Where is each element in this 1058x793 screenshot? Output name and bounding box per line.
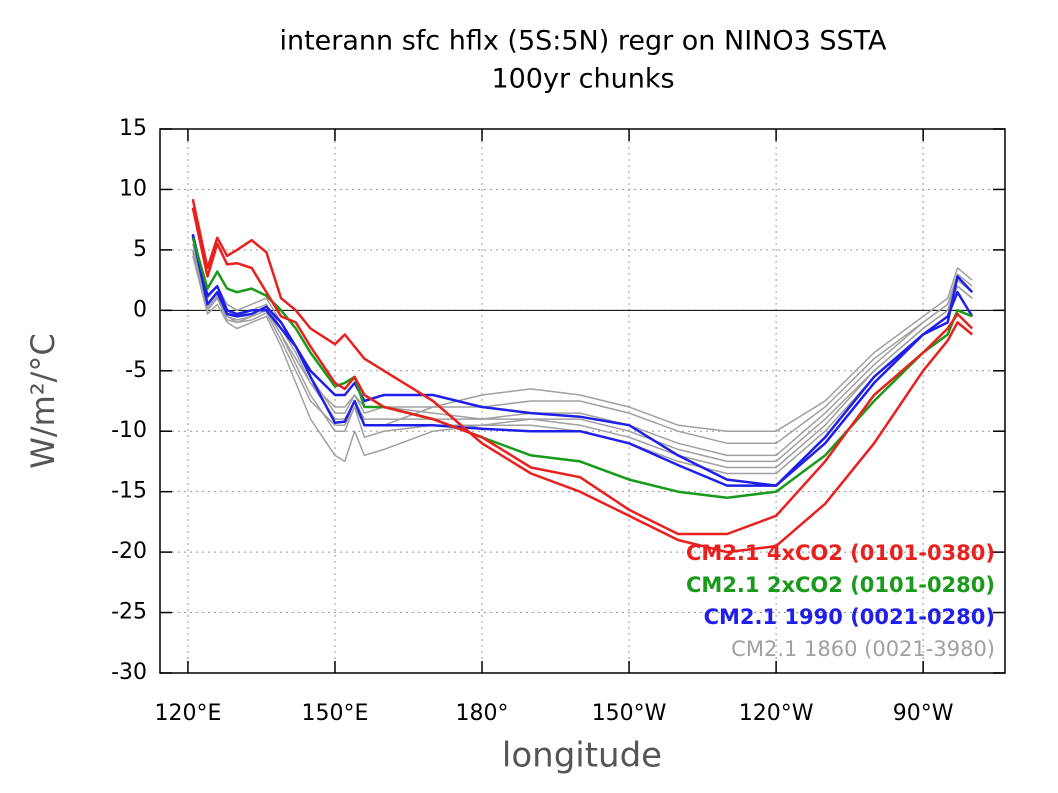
series-line [191,198,973,554]
series-line [191,235,974,487]
y-tick-label: -10 [111,418,147,443]
y-tick-label: -30 [111,660,147,685]
series-line [191,233,974,487]
x-tick-label: 180° [456,701,509,726]
legend-label: CM2.1 1860 (0021-3980) [731,637,995,661]
y-tick-label: -5 [125,358,147,383]
plot-frame [159,128,1006,674]
chart-subtitle: 100yr chunks [491,64,674,95]
legend-label: CM2.1 4xCO2 (0101-0380) [686,541,995,565]
series-line [192,249,973,475]
y-tick-label: -15 [111,479,147,504]
legend-label: CM2.1 1990 (0021-0280) [704,605,995,629]
y-tick-label: -20 [111,539,147,564]
y-tick-label: 0 [133,297,147,322]
y-axis-label: W/m²/°C [24,333,62,469]
x-axis-label: longitude [502,736,662,776]
series-line [192,255,973,463]
legend-label: CM2.1 2xCO2 (0101-0280) [686,573,995,597]
x-tick-label: 120°W [739,701,814,726]
chart-title: interann sfc hflx (5S:5N) regr on NINO3 … [279,26,887,57]
y-tick-label: 15 [119,116,147,141]
y-tick-label: 5 [133,237,147,262]
x-tick-label: 120°E [154,701,221,726]
y-tick-label: 10 [119,176,147,201]
x-tick-label: 150°E [302,701,369,726]
series-line [191,207,974,536]
x-tick-label: 90°W [893,701,954,726]
y-tick-label: -25 [111,600,147,625]
x-tick-label: 150°W [592,701,667,726]
